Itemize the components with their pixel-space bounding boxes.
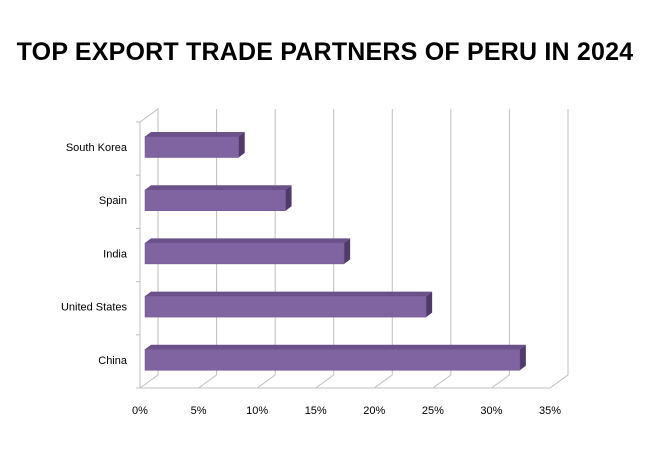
- bar-top-face: [145, 238, 351, 243]
- bar: [144, 189, 286, 211]
- bar: [144, 242, 345, 265]
- bar: [144, 295, 427, 318]
- bar-side-face: [344, 238, 351, 264]
- x-tick-label: 0%: [132, 405, 148, 417]
- bar-side-face: [426, 291, 433, 318]
- bar-side-face: [238, 132, 245, 158]
- bar-side-face: [519, 344, 526, 371]
- gridline: [432, 109, 452, 389]
- category-label: India: [103, 248, 128, 260]
- bar-top-face: [145, 132, 245, 137]
- x-tick-label: 5%: [191, 405, 207, 417]
- gridline: [373, 109, 393, 389]
- gridline: [315, 109, 335, 389]
- bar: [144, 349, 521, 371]
- x-tick-label: 10%: [246, 405, 268, 417]
- x-tick-label: 15%: [305, 405, 327, 417]
- gridline: [549, 109, 569, 389]
- x-tick-label: 25%: [422, 405, 444, 417]
- category-label: United States: [61, 302, 128, 314]
- category-label: China: [98, 355, 128, 367]
- chart-title: TOP EXPORT TRADE PARTNERS OF PERU IN 202…: [16, 38, 634, 66]
- x-tick-label: 30%: [480, 405, 502, 417]
- bar: [144, 136, 239, 158]
- category-label: South Korea: [66, 142, 128, 154]
- x-tick-label: 20%: [363, 405, 385, 417]
- bar-side-face: [285, 185, 292, 211]
- bar-top-face: [145, 185, 292, 190]
- bar-top-face: [145, 344, 526, 350]
- bar-top-face: [145, 291, 433, 297]
- category-label: Spain: [99, 195, 127, 207]
- x-tick-label: 35%: [539, 405, 561, 417]
- gridline: [491, 109, 510, 389]
